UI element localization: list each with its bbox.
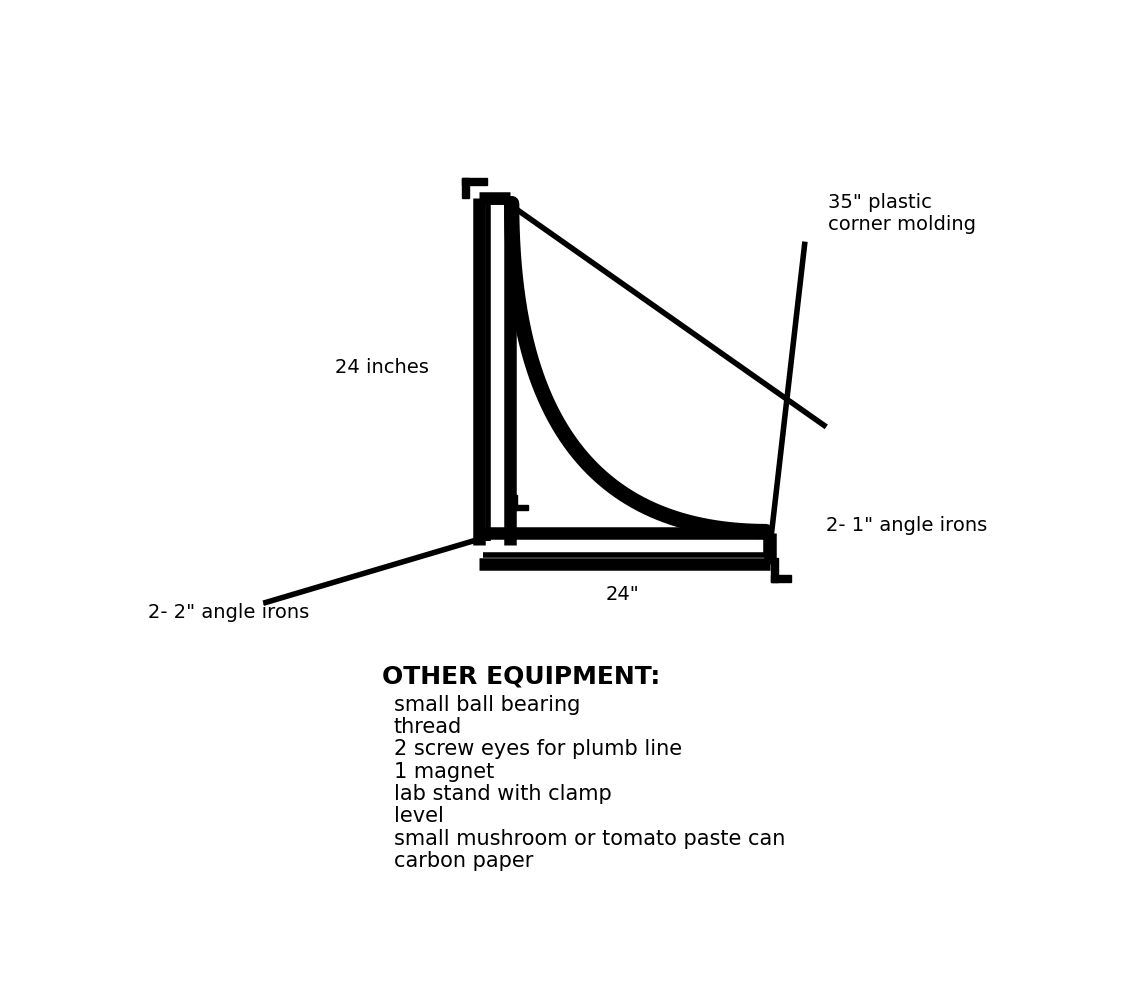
Text: small ball bearing: small ball bearing [394, 695, 580, 714]
Bar [512, 505, 528, 510]
Text: OTHER EQUIPMENT:: OTHER EQUIPMENT: [382, 664, 660, 688]
Bar [512, 495, 518, 510]
Bar [462, 178, 469, 198]
Text: carbon paper: carbon paper [394, 851, 533, 871]
Bar [771, 576, 792, 583]
Text: 2- 2" angle irons: 2- 2" angle irons [148, 603, 309, 622]
Text: 2 screw eyes for plumb line: 2 screw eyes for plumb line [394, 739, 682, 760]
Text: 35" plastic
corner molding: 35" plastic corner molding [828, 193, 976, 234]
Bar [462, 178, 487, 185]
Text: 2- 1" angle irons: 2- 1" angle irons [826, 516, 987, 535]
Text: 24 inches: 24 inches [335, 358, 429, 377]
Text: 24": 24" [605, 585, 640, 604]
Text: small mushroom or tomato paste can: small mushroom or tomato paste can [394, 829, 785, 849]
Text: lab stand with clamp: lab stand with clamp [394, 784, 611, 804]
Text: level: level [394, 807, 444, 827]
Text: thread: thread [394, 717, 462, 737]
Text: 1 magnet: 1 magnet [394, 762, 494, 782]
Bar [771, 558, 778, 583]
